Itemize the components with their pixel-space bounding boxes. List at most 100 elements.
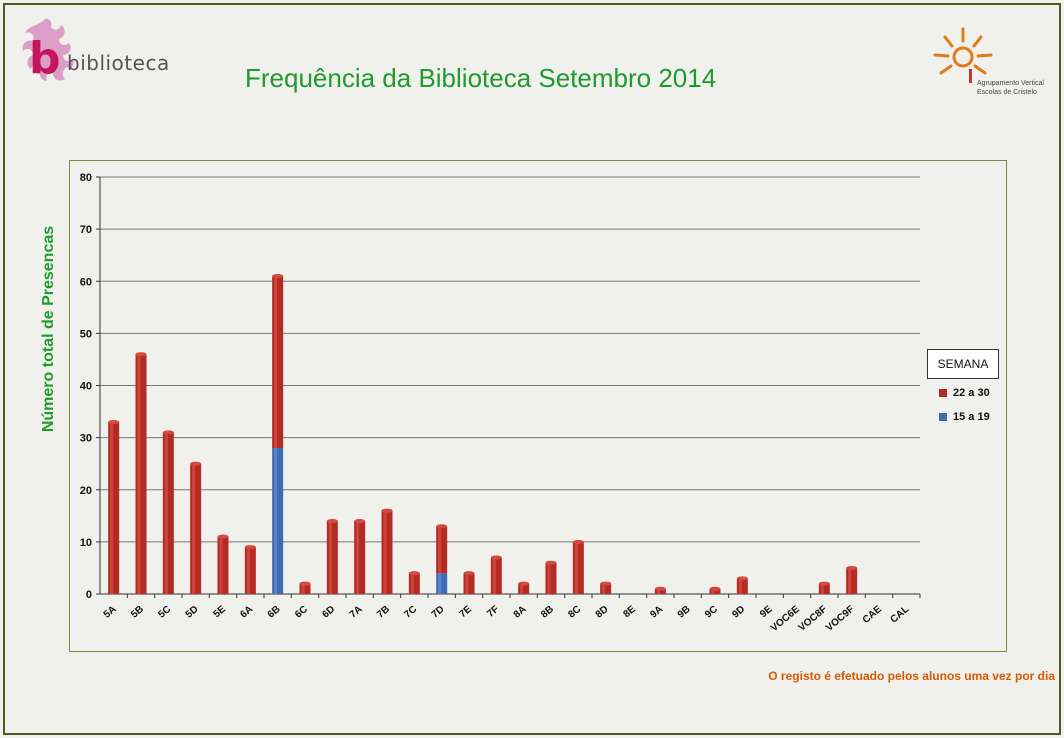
bar-highlight <box>492 557 496 594</box>
x-tick-label: 9D <box>730 604 747 621</box>
bar-highlight <box>246 547 250 594</box>
bar-top-cap <box>490 555 502 560</box>
bar-top-cap <box>572 539 584 544</box>
bar-22-30-8B <box>545 562 557 594</box>
bar-22-30-5D <box>190 463 202 594</box>
x-tick-label: 6C <box>293 604 310 621</box>
sun-icon <box>933 27 993 83</box>
bar-top-cap <box>545 560 557 565</box>
bar-highlight <box>438 573 442 594</box>
bar-top-cap <box>436 524 448 529</box>
bar-top-cap <box>463 571 475 576</box>
bar-highlight <box>164 432 168 594</box>
bar-highlight <box>410 573 414 594</box>
bar-highlight <box>328 521 332 594</box>
bar-22-30-9A <box>654 588 666 594</box>
bar-top-cap <box>326 519 338 524</box>
bar-top-cap <box>736 576 748 581</box>
bar-top-cap <box>217 534 229 539</box>
x-tick-label: 8E <box>621 604 638 621</box>
bar-highlight <box>602 583 606 594</box>
bar-highlight <box>520 583 524 594</box>
bar-highlight <box>110 421 114 594</box>
bar-top-cap <box>709 586 721 591</box>
y-tick-label: 60 <box>80 276 92 288</box>
x-tick-label: 7D <box>430 604 447 621</box>
bar-22-30-9D <box>736 578 748 594</box>
bar-top-cap <box>408 571 420 576</box>
bar-highlight <box>383 510 387 594</box>
bar-highlight <box>274 448 278 594</box>
y-tick-label: 80 <box>80 172 92 184</box>
x-tick-label: 8D <box>594 604 611 621</box>
legend: SEMANA 22 a 30 15 a 19 <box>927 349 999 431</box>
bar-highlight <box>848 567 852 594</box>
bar-top-cap <box>818 581 830 586</box>
y-tick-label: 40 <box>80 381 92 393</box>
bar-highlight <box>219 536 223 594</box>
bar-highlight <box>192 463 196 594</box>
school-logo-line1: Agrupamento Vertical <box>977 80 1044 87</box>
biblioteca-logo: b biblioteca <box>15 15 175 87</box>
bar-top-cap <box>299 581 311 586</box>
x-tick-label: 7F <box>485 604 501 620</box>
x-tick-label: CAE <box>861 604 884 626</box>
school-logo: Agrupamento Vertical Escolas de Cristelo <box>933 25 1053 105</box>
bar-22-30-7B <box>381 510 393 594</box>
x-tick-label: 9B <box>676 604 693 621</box>
bar-highlight <box>574 541 578 594</box>
x-tick-label: 5C <box>156 604 173 621</box>
bar-highlight <box>438 526 442 574</box>
x-tick-label: 8A <box>512 604 529 621</box>
x-tick-label: 6B <box>266 604 283 621</box>
legend-swatch-red <box>939 389 947 398</box>
bar-22-30-9C <box>709 588 721 594</box>
x-tick-label: 9E <box>758 604 775 621</box>
bar-top-cap <box>846 565 858 570</box>
bar-22-30-5C <box>162 432 174 594</box>
legend-swatch-blue <box>939 413 947 422</box>
y-tick-label: 20 <box>80 485 92 497</box>
legend-label-22-30: 22 a 30 <box>953 387 990 399</box>
legend-label-15-19: 15 a 19 <box>953 411 990 423</box>
x-tick-label: 7A <box>348 604 365 621</box>
bar-22-30-7A <box>354 521 366 594</box>
bar-highlight <box>274 276 278 449</box>
bar-chart: 0 10 20 30 40 50 60 70 80 5A 5B 5C 5D 5E 6A 6B 6C 6D 7A 7B 7… <box>80 172 921 634</box>
bar-highlight <box>356 521 360 594</box>
x-tick-label: 8B <box>539 604 556 621</box>
bar-22-30-5B <box>135 354 147 594</box>
bar-22-30-6B <box>272 276 284 449</box>
bar-22-30-7D <box>436 526 448 574</box>
x-tick-label: 5A <box>102 604 119 621</box>
bar-top-cap <box>518 581 530 586</box>
bar-22-30-8A <box>518 583 530 594</box>
x-tick-label: VOC6E <box>769 604 802 634</box>
bar-top-cap <box>190 461 202 466</box>
bar-highlight <box>711 588 715 594</box>
footnote: O registo é efetuado pelos alunos uma ve… <box>768 669 1055 683</box>
school-logo-line2: Escolas de Cristelo <box>977 89 1037 96</box>
bar-22-30-8D <box>600 583 612 594</box>
bar-top-cap <box>244 545 256 550</box>
bar-highlight <box>137 354 141 594</box>
bar-top-cap <box>135 352 147 357</box>
chart-area: 0 10 20 30 40 50 60 70 80 5A 5B 5C 5D 5E 6A 6B 6C 6D 7A 7B 7… <box>69 160 1007 652</box>
y-tick-label: 0 <box>86 589 92 601</box>
bar-highlight <box>465 573 469 594</box>
legend-title: SEMANA <box>927 349 999 379</box>
page-title: Frequência da Biblioteca Setembro 2014 <box>245 63 717 93</box>
y-axis-label: Número total de Presencas <box>40 225 57 433</box>
bar-22-30-VOC9F <box>846 567 858 594</box>
bar-15-19-7D <box>436 573 448 594</box>
x-tick-label: 5B <box>129 604 146 621</box>
x-tick-label: VOC8F <box>797 604 830 634</box>
bar-22-30-7E <box>463 573 475 594</box>
bar-top-cap <box>162 430 174 435</box>
svg-text:b: b <box>29 33 61 84</box>
bar-top-cap <box>108 419 120 424</box>
x-tick-label: 9A <box>648 604 665 621</box>
y-tick-label: 30 <box>80 433 92 445</box>
x-tick-label: 5D <box>184 604 201 621</box>
bar-highlight <box>301 583 305 594</box>
